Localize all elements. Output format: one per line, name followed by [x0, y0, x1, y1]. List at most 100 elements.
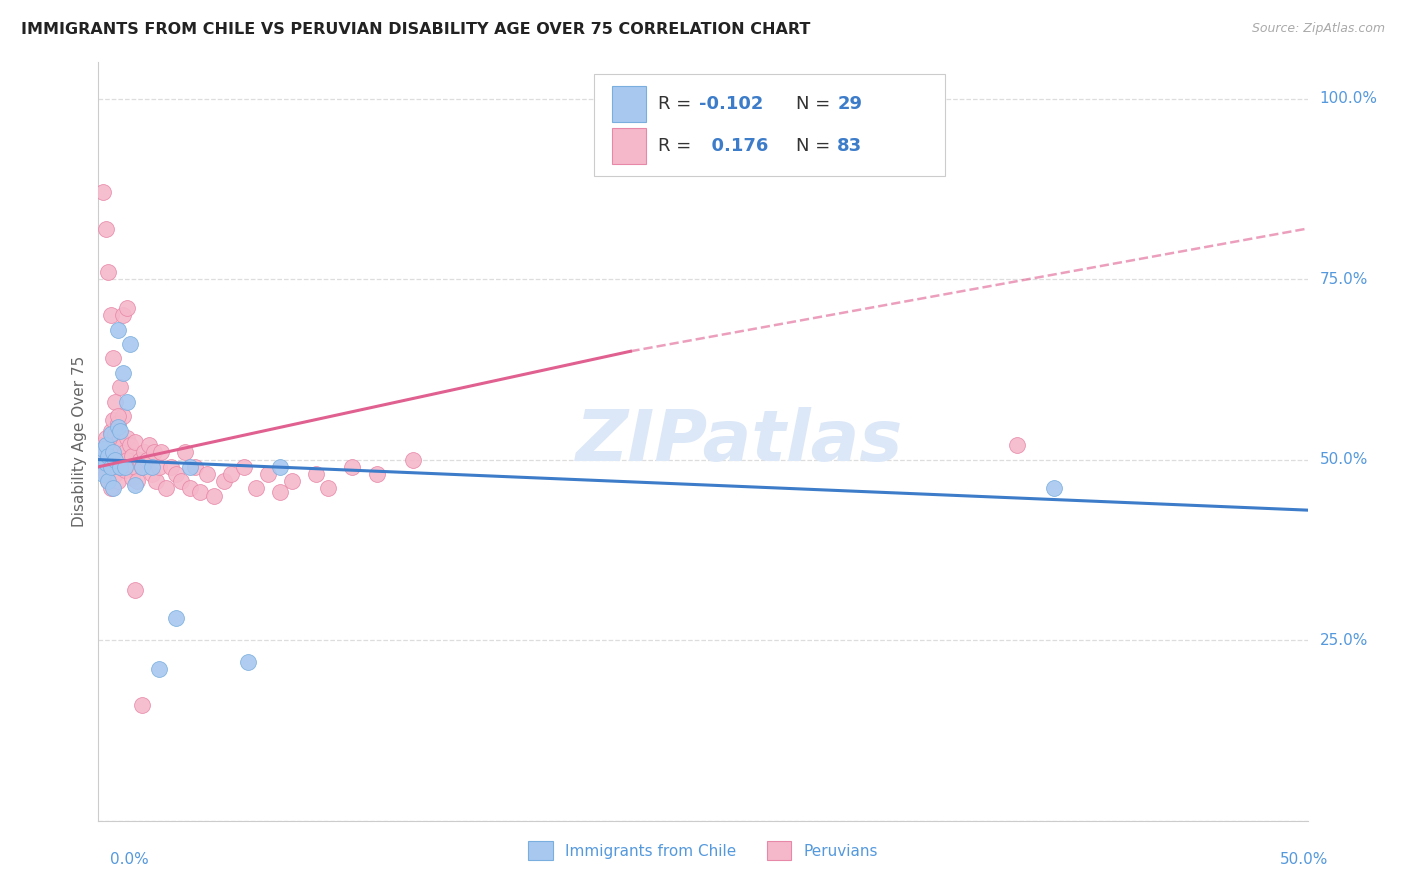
Point [195, 467, 218, 481]
Point [118, 337, 141, 351]
Point [104, 452, 127, 467]
Point [111, 452, 134, 467]
Point [143, 445, 166, 459]
Point [94, 456, 117, 470]
Text: 75.0%: 75.0% [1320, 271, 1368, 286]
Bar [613, 128, 647, 164]
Point [204, 489, 226, 503]
Point [256, 467, 278, 481]
Point [91, 459, 114, 474]
Text: N =: N = [796, 136, 837, 155]
Text: -0.102: -0.102 [699, 95, 763, 113]
Point [97, 442, 120, 456]
Point [131, 459, 153, 474]
Point [100, 482, 122, 496]
Point [148, 662, 170, 676]
Point [124, 434, 146, 449]
Point [100, 459, 122, 474]
Point [305, 467, 328, 481]
Point [104, 427, 127, 442]
Text: 83: 83 [837, 136, 862, 155]
Point [100, 308, 122, 322]
Point [174, 445, 197, 459]
Point [104, 467, 127, 481]
Point [212, 475, 235, 489]
Point [269, 485, 291, 500]
Point [97, 475, 120, 489]
Point [104, 394, 127, 409]
Point [281, 475, 304, 489]
Point [238, 655, 260, 669]
Point [94, 221, 117, 235]
Point [179, 459, 201, 474]
Point [107, 475, 129, 489]
Point [124, 582, 146, 597]
Point [141, 467, 163, 481]
Point [184, 459, 207, 474]
Text: Source: ZipAtlas.com: Source: ZipAtlas.com [1251, 22, 1385, 36]
Point [97, 475, 120, 489]
Point [141, 459, 163, 474]
Point [402, 452, 425, 467]
Text: 0.176: 0.176 [699, 136, 769, 155]
Point [108, 431, 131, 445]
Point [117, 301, 139, 315]
Point [131, 698, 153, 712]
Point [111, 438, 134, 452]
Point [94, 431, 117, 445]
Legend: Immigrants from Chile, Peruvians: Immigrants from Chile, Peruvians [522, 835, 884, 866]
Point [90, 452, 112, 467]
Point [97, 449, 120, 463]
Point [111, 366, 134, 380]
Point [124, 478, 146, 492]
Text: N =: N = [796, 95, 837, 113]
Text: 25.0%: 25.0% [1320, 632, 1368, 648]
Point [221, 467, 243, 481]
FancyBboxPatch shape [595, 74, 945, 177]
Point [94, 438, 117, 452]
Point [124, 459, 146, 474]
Point [91, 186, 114, 200]
Text: ZIPatlas: ZIPatlas [575, 407, 903, 476]
Point [108, 459, 131, 474]
Point [94, 452, 117, 467]
Point [118, 438, 141, 452]
Point [100, 449, 122, 463]
Point [366, 467, 388, 481]
Point [101, 351, 124, 366]
Point [97, 265, 120, 279]
Point [131, 459, 153, 474]
Point [188, 485, 211, 500]
Point [1042, 482, 1064, 496]
Point [100, 427, 122, 442]
Point [269, 459, 291, 474]
Point [111, 308, 134, 322]
Point [101, 459, 124, 474]
Point [121, 470, 143, 484]
Point [160, 459, 183, 474]
Point [101, 445, 124, 459]
Point [107, 417, 129, 431]
Text: R =: R = [658, 95, 697, 113]
Point [117, 431, 139, 445]
Point [135, 452, 157, 467]
Point [128, 452, 150, 467]
Text: IMMIGRANTS FROM CHILE VS PERUVIAN DISABILITY AGE OVER 75 CORRELATION CHART: IMMIGRANTS FROM CHILE VS PERUVIAN DISABI… [21, 22, 810, 37]
Point [169, 475, 191, 489]
Point [1007, 438, 1029, 452]
Point [91, 445, 114, 459]
Point [107, 409, 129, 424]
Point [117, 394, 139, 409]
Point [91, 467, 114, 481]
Point [97, 456, 120, 470]
Point [114, 445, 136, 459]
Point [134, 445, 156, 459]
Point [232, 459, 254, 474]
Y-axis label: Disability Age Over 75: Disability Age Over 75 [72, 356, 87, 527]
Point [91, 442, 114, 456]
Point [145, 475, 167, 489]
Bar [613, 87, 647, 122]
Text: 0.0%: 0.0% [110, 852, 149, 867]
Point [150, 445, 173, 459]
Text: 50.0%: 50.0% [1281, 852, 1329, 867]
